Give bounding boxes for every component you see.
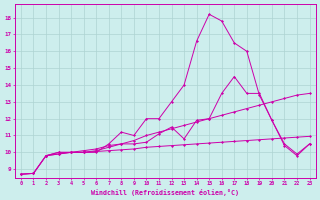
X-axis label: Windchill (Refroidissement éolien,°C): Windchill (Refroidissement éolien,°C)	[91, 189, 239, 196]
